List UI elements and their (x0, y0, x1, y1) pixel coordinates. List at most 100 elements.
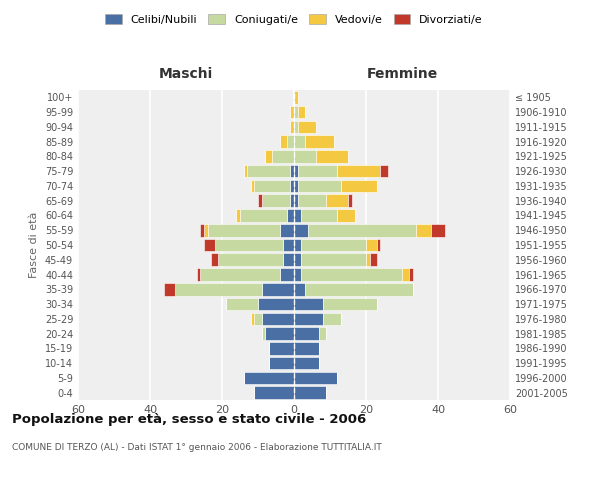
Bar (258, 194, 262, 207)
Bar (287, 136, 294, 148)
Text: COMUNE DI TERZO (AL) - Dati ISTAT 1° gennaio 2006 - Elaborazione TUTTITALIA.IT: COMUNE DI TERZO (AL) - Dati ISTAT 1° gen… (12, 442, 382, 452)
Bar (298, 165, 337, 177)
Bar (247, 165, 290, 177)
Bar (244, 372, 294, 384)
Bar (218, 254, 283, 266)
Bar (208, 224, 280, 236)
Bar (294, 312, 323, 325)
Bar (200, 224, 204, 236)
Bar (323, 298, 377, 310)
Bar (258, 298, 294, 310)
Bar (262, 312, 294, 325)
Bar (294, 386, 326, 399)
Bar (294, 194, 298, 207)
Bar (301, 254, 366, 266)
Text: Femmine: Femmine (367, 66, 437, 80)
Bar (204, 224, 208, 236)
Text: Maschi: Maschi (159, 66, 213, 80)
Bar (265, 150, 272, 162)
Bar (305, 283, 413, 296)
Bar (236, 209, 240, 222)
Bar (262, 194, 290, 207)
Bar (370, 254, 377, 266)
Bar (294, 136, 305, 148)
Bar (280, 268, 294, 281)
Bar (254, 386, 294, 399)
Bar (294, 91, 298, 104)
Bar (294, 106, 298, 118)
Bar (341, 180, 377, 192)
Bar (294, 328, 319, 340)
Bar (240, 209, 287, 222)
Bar (294, 209, 301, 222)
Bar (294, 224, 308, 236)
Bar (287, 209, 294, 222)
Bar (251, 312, 254, 325)
Bar (262, 328, 265, 340)
Bar (215, 238, 283, 252)
Bar (265, 328, 294, 340)
Bar (280, 224, 294, 236)
Bar (294, 120, 298, 133)
Bar (294, 372, 337, 384)
Bar (402, 268, 409, 281)
Bar (164, 283, 175, 296)
Bar (337, 209, 355, 222)
Text: Popolazione per età, sesso e stato civile - 2006: Popolazione per età, sesso e stato civil… (12, 412, 366, 426)
Bar (301, 268, 402, 281)
Bar (366, 238, 377, 252)
Bar (416, 224, 431, 236)
Bar (290, 165, 294, 177)
Bar (294, 357, 319, 370)
Bar (175, 283, 262, 296)
Bar (290, 180, 294, 192)
Bar (290, 194, 294, 207)
Bar (294, 150, 316, 162)
Bar (283, 238, 294, 252)
Bar (254, 312, 262, 325)
Bar (298, 180, 341, 192)
Bar (262, 283, 294, 296)
Bar (197, 268, 200, 281)
Bar (337, 165, 380, 177)
Bar (244, 165, 247, 177)
Bar (323, 312, 341, 325)
Bar (294, 254, 301, 266)
Bar (294, 238, 301, 252)
Bar (316, 150, 348, 162)
Bar (409, 268, 413, 281)
Y-axis label: Fasce di età: Fasce di età (29, 212, 39, 278)
Legend: Celibi/Nubili, Coniugati/e, Vedovi/e, Divorziati/e: Celibi/Nubili, Coniugati/e, Vedovi/e, Di… (102, 10, 486, 28)
Bar (305, 136, 334, 148)
Bar (301, 238, 366, 252)
Bar (377, 238, 380, 252)
Bar (301, 209, 337, 222)
Bar (326, 194, 348, 207)
Bar (269, 357, 294, 370)
Bar (290, 120, 294, 133)
Bar (226, 298, 258, 310)
Bar (298, 120, 316, 133)
Bar (431, 224, 445, 236)
Bar (366, 254, 370, 266)
Bar (251, 180, 254, 192)
Bar (294, 298, 323, 310)
Bar (294, 342, 319, 354)
Bar (380, 165, 388, 177)
Bar (298, 194, 326, 207)
Bar (269, 342, 294, 354)
Bar (211, 254, 218, 266)
Bar (294, 180, 298, 192)
Bar (280, 136, 287, 148)
Bar (308, 224, 416, 236)
Bar (298, 106, 305, 118)
Bar (294, 165, 298, 177)
Bar (319, 328, 326, 340)
Bar (204, 238, 215, 252)
Bar (290, 106, 294, 118)
Bar (200, 268, 280, 281)
Bar (294, 283, 305, 296)
Bar (348, 194, 352, 207)
Bar (283, 254, 294, 266)
Bar (254, 180, 290, 192)
